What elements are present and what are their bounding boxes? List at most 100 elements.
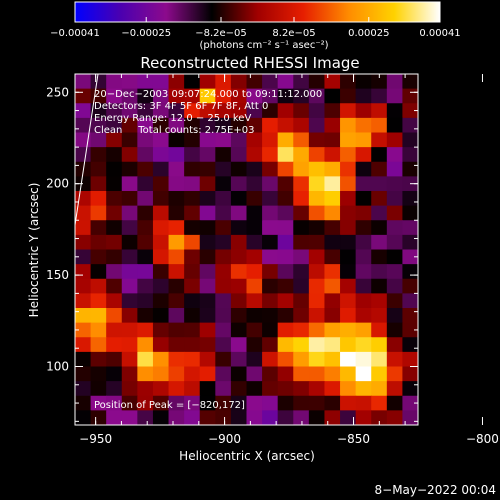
heatmap-cell <box>293 308 310 324</box>
x-tick-label: −900 <box>208 432 241 446</box>
heatmap-cell <box>293 351 310 368</box>
heatmap-cell <box>402 234 418 251</box>
heatmap-cell <box>90 88 107 104</box>
heatmap-cell <box>293 337 310 353</box>
heatmap-cell <box>152 132 170 148</box>
heatmap-cell <box>215 74 232 90</box>
heatmap-cell <box>371 234 388 251</box>
heatmap-cell <box>184 132 201 148</box>
heatmap-cell <box>277 337 294 353</box>
heatmap-cell <box>262 278 279 294</box>
heatmap-cell <box>230 132 248 148</box>
heatmap-cell <box>215 293 232 309</box>
heatmap-cell <box>152 88 170 104</box>
heatmap-cell <box>168 220 185 236</box>
heatmap-cell <box>340 410 357 425</box>
heatmap-cell <box>168 337 185 353</box>
heatmap-cell <box>75 103 92 119</box>
heatmap-cell <box>199 220 216 236</box>
heatmap-cell <box>355 132 372 148</box>
heatmap-cell <box>246 366 263 382</box>
heatmap-cell <box>340 249 357 265</box>
heatmap-cell <box>262 308 279 324</box>
heatmap-cell <box>199 147 216 163</box>
heatmap-cell <box>184 117 201 134</box>
heatmap-cell <box>293 176 310 192</box>
heatmap-cell <box>152 410 170 425</box>
heatmap-cell <box>293 381 310 397</box>
heatmap-cell <box>90 381 107 397</box>
heatmap-cell <box>90 366 107 382</box>
heatmap-cell <box>262 366 279 382</box>
heatmap-cell <box>75 351 92 368</box>
heatmap-cell <box>137 278 154 294</box>
heatmap-cell <box>308 264 326 280</box>
heatmap-cell <box>293 249 310 265</box>
heatmap-cell <box>386 410 404 425</box>
heatmap-cell <box>355 147 372 163</box>
heatmap-image <box>75 74 418 425</box>
heatmap-cell <box>90 293 107 309</box>
heatmap-cell <box>355 366 372 382</box>
heatmap-cell <box>277 161 294 177</box>
heatmap-cell <box>199 322 216 338</box>
heatmap-cell <box>293 234 310 251</box>
heatmap-cell <box>106 366 123 382</box>
heatmap-cell <box>90 308 107 324</box>
heatmap-cell <box>106 410 123 425</box>
heatmap-cell <box>402 293 418 309</box>
heatmap-cell <box>371 249 388 265</box>
heatmap-cell <box>230 117 248 134</box>
heatmap-cell <box>215 103 232 119</box>
heatmap-cell <box>106 395 123 411</box>
heatmap-cell <box>277 366 294 382</box>
heatmap-cell <box>184 103 201 119</box>
colorbar-tick-label: 8.2e−05 <box>272 28 315 39</box>
heatmap-cell <box>184 322 201 338</box>
heatmap-cell <box>199 381 216 397</box>
heatmap-cell <box>355 278 372 294</box>
heatmap-cell <box>152 381 170 397</box>
colorbar <box>74 1 441 23</box>
heatmap-cell <box>262 176 279 192</box>
heatmap-cell <box>246 74 263 90</box>
heatmap-cell <box>386 249 404 265</box>
heatmap-cell <box>386 103 404 119</box>
y-tick-label: 150 <box>46 268 69 282</box>
heatmap-cell <box>355 88 372 104</box>
heatmap-cell <box>293 74 310 90</box>
heatmap-cell <box>215 410 232 425</box>
heatmap-cell <box>215 366 232 382</box>
heatmap-cell <box>121 147 138 163</box>
heatmap-cell <box>230 205 248 221</box>
heatmap-cell <box>121 410 138 425</box>
heatmap-cell <box>121 293 138 309</box>
heatmap-cell <box>386 88 404 104</box>
heatmap-cell <box>402 278 418 294</box>
heatmap-cell <box>262 322 279 338</box>
heatmap-cell <box>121 337 138 353</box>
heatmap-cell <box>293 366 310 382</box>
heatmap-cell <box>184 161 201 177</box>
heatmap-cell <box>184 381 201 397</box>
chart-title: Reconstructed RHESSI Image <box>140 54 359 72</box>
heatmap-cell <box>355 176 372 192</box>
heatmap-cell <box>90 220 107 236</box>
heatmap-cell <box>75 176 92 192</box>
heatmap-cell <box>75 308 92 324</box>
heatmap-cell <box>106 161 123 177</box>
solar-limb-arc <box>75 74 99 226</box>
heatmap-cell <box>168 103 185 119</box>
heatmap-cell <box>277 308 294 324</box>
heatmap-cell <box>137 395 154 411</box>
heatmap-cell <box>293 322 310 338</box>
heatmap-cell <box>324 234 341 251</box>
heatmap-cell <box>371 381 388 397</box>
heatmap-cell <box>215 88 232 104</box>
heatmap-cell <box>230 234 248 251</box>
heatmap-cell <box>215 395 232 411</box>
heatmap-cell <box>152 103 170 119</box>
heatmap-cell <box>246 88 263 104</box>
heatmap-cell <box>277 74 294 90</box>
heatmap-cell <box>324 176 341 192</box>
